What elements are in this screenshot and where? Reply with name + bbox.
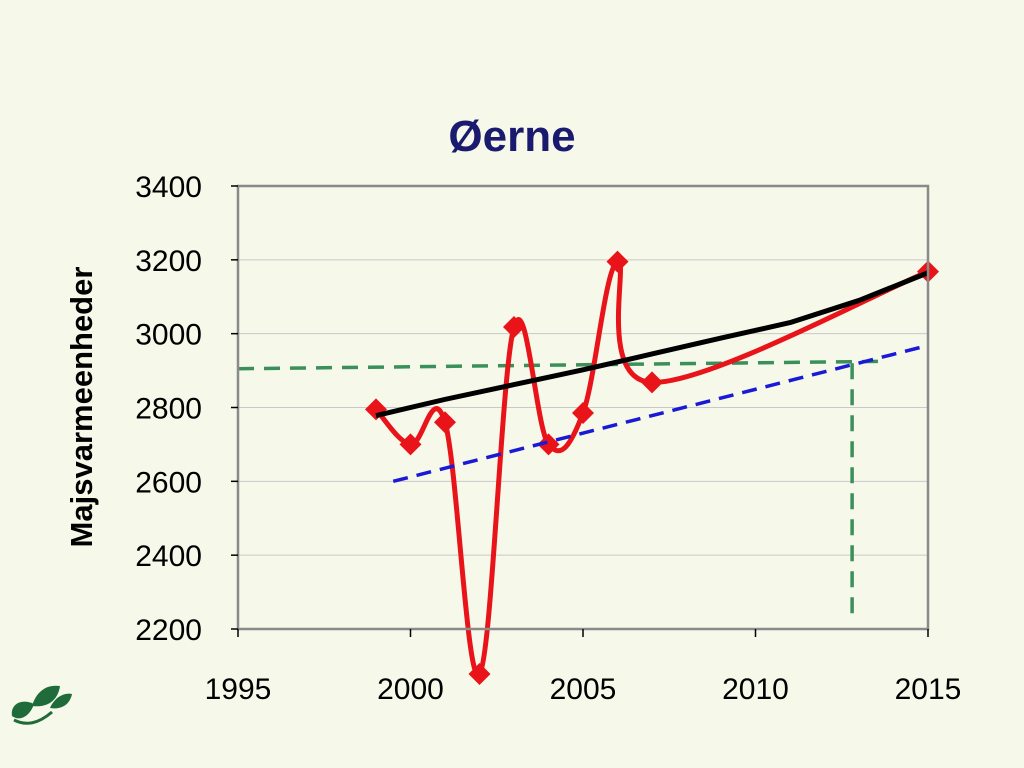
x-tick-label: 2010 <box>722 673 789 706</box>
reference-line-horizontal <box>237 359 883 371</box>
y-tick-label: 2600 <box>135 466 202 499</box>
series <box>365 250 939 686</box>
y-tick-label: 2400 <box>135 540 202 573</box>
data-point-marker <box>572 402 594 425</box>
data-point-marker <box>503 316 525 339</box>
leaf-logo <box>11 685 72 725</box>
data-point-marker <box>641 371 663 394</box>
data-point-marker <box>468 663 491 686</box>
reference-lines <box>237 359 883 623</box>
series-line-dashed-trend <box>392 343 929 484</box>
y-tick-label: 3200 <box>135 245 202 278</box>
data-point-marker <box>537 433 560 456</box>
data-point-marker <box>399 433 422 456</box>
y-tick-label: 2800 <box>135 393 202 426</box>
series-line-trend <box>375 270 929 419</box>
tick-labels: 2200 2400 2600 2800 3000 3200 3400 1995 2000 2005… <box>135 171 961 706</box>
x-tick-label: 2015 <box>895 673 962 706</box>
y-tick-label: 2200 <box>135 614 202 647</box>
data-point-marker <box>606 250 629 273</box>
x-tick-label: 2005 <box>550 673 617 706</box>
leaf-icon <box>50 693 72 709</box>
y-tick-label: 3000 <box>135 319 202 352</box>
series-line-observed <box>374 259 929 678</box>
data-point-marker <box>434 411 456 434</box>
y-tick-label: 3400 <box>135 171 202 204</box>
y-axis-label: Majsvarmeenheder <box>64 267 99 548</box>
stem-icon <box>13 710 53 725</box>
plot-frame <box>231 184 930 637</box>
chart-title: Øerne <box>448 112 575 161</box>
x-tick-label: 2000 <box>377 673 444 706</box>
leaf-icon <box>11 701 34 719</box>
x-tick-label: 1995 <box>205 673 272 706</box>
leaf-icon <box>32 685 60 707</box>
